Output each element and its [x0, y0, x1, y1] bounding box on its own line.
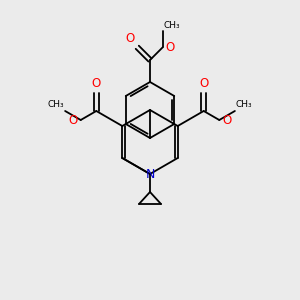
Text: O: O — [199, 77, 208, 90]
Text: O: O — [68, 115, 78, 128]
Text: O: O — [222, 115, 232, 128]
Text: CH₃: CH₃ — [164, 21, 180, 30]
Text: CH₃: CH₃ — [236, 100, 253, 109]
Text: O: O — [92, 77, 101, 90]
Text: O: O — [125, 32, 134, 45]
Text: O: O — [166, 41, 175, 54]
Text: N: N — [145, 167, 155, 181]
Text: CH₃: CH₃ — [47, 100, 64, 109]
